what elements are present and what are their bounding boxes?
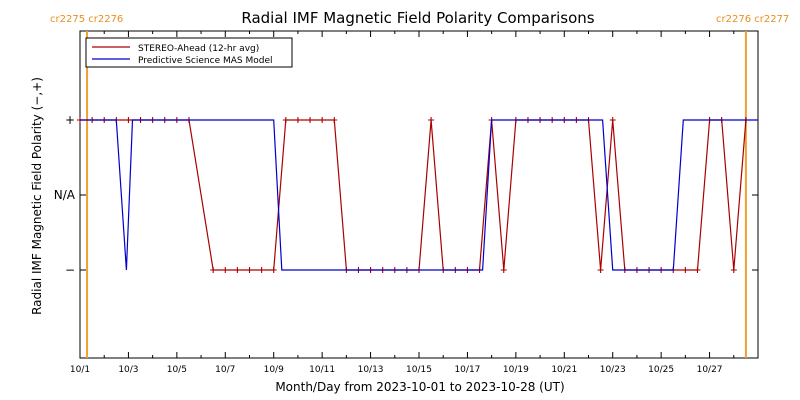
data-point xyxy=(694,267,701,273)
data-point xyxy=(730,267,737,273)
x-tick-label: 10/25 xyxy=(648,365,674,375)
x-tick-label: 10/23 xyxy=(600,365,626,375)
x-tick-label: 10/11 xyxy=(309,365,335,375)
data-point xyxy=(258,267,265,273)
y-tick-label: N/A xyxy=(54,188,76,202)
data-point xyxy=(246,267,253,273)
data-point xyxy=(597,267,604,273)
series-line-mas xyxy=(80,119,758,271)
rotation-marker-label: cr2275 cr2276 xyxy=(50,14,123,25)
y-axis-label: Radial IMF Magnetic Field Polarity (−,+) xyxy=(30,77,44,315)
chart-title: Radial IMF Magnetic Field Polarity Compa… xyxy=(241,9,594,27)
x-tick-label: 10/1 xyxy=(70,365,90,375)
y-tick-label: + xyxy=(65,113,75,127)
x-tick-label: 10/5 xyxy=(167,365,187,375)
data-point xyxy=(125,117,132,123)
legend-label-stereo: STEREO-Ahead (12-hr avg) xyxy=(138,44,259,54)
data-point xyxy=(609,117,616,123)
data-point xyxy=(307,117,314,123)
x-tick-label: 10/9 xyxy=(264,365,284,375)
legend-box xyxy=(85,37,293,68)
rotation-markers: cr2275 cr2276 cr2276 cr2277 xyxy=(50,14,789,358)
series-line-stereo xyxy=(80,119,747,271)
data-point xyxy=(294,117,301,123)
data-point xyxy=(682,267,689,273)
data-point xyxy=(210,267,217,273)
data-point xyxy=(331,117,338,123)
x-tick-label: 10/15 xyxy=(406,365,432,375)
data-point xyxy=(270,267,277,273)
x-tick-label: 10/27 xyxy=(697,365,723,375)
legend: STEREO-Ahead (12-hr avg) Predictive Scie… xyxy=(85,37,293,68)
legend-label-mas: Predictive Science MAS Model xyxy=(138,56,273,66)
x-tick-label: 10/17 xyxy=(454,365,480,375)
y-axis-ticks: + N/A − xyxy=(54,113,758,277)
x-axis-label: Month/Day from 2023-10-01 to 2023-10-28 … xyxy=(275,380,564,394)
data-point xyxy=(319,117,326,123)
x-tick-label: 10/19 xyxy=(503,365,529,375)
plot-frame xyxy=(79,30,759,359)
data-point xyxy=(222,267,229,273)
x-tick-label: 10/21 xyxy=(551,365,577,375)
x-tick-label: 10/7 xyxy=(215,365,235,375)
data-point xyxy=(500,267,507,273)
data-point xyxy=(428,117,435,123)
data-point xyxy=(234,267,241,273)
y-tick-label: − xyxy=(65,263,75,277)
x-tick-label: 10/3 xyxy=(118,365,138,375)
x-axis-ticks: 10/1 10/3 10/5 10/7 10/9 10/11 10/13 10/15 10/17… xyxy=(70,31,759,375)
rotation-marker-label: cr2276 cr2277 xyxy=(716,14,789,25)
data-point xyxy=(282,117,289,123)
series-lines xyxy=(77,117,758,273)
x-tick-label: 10/13 xyxy=(358,365,384,375)
